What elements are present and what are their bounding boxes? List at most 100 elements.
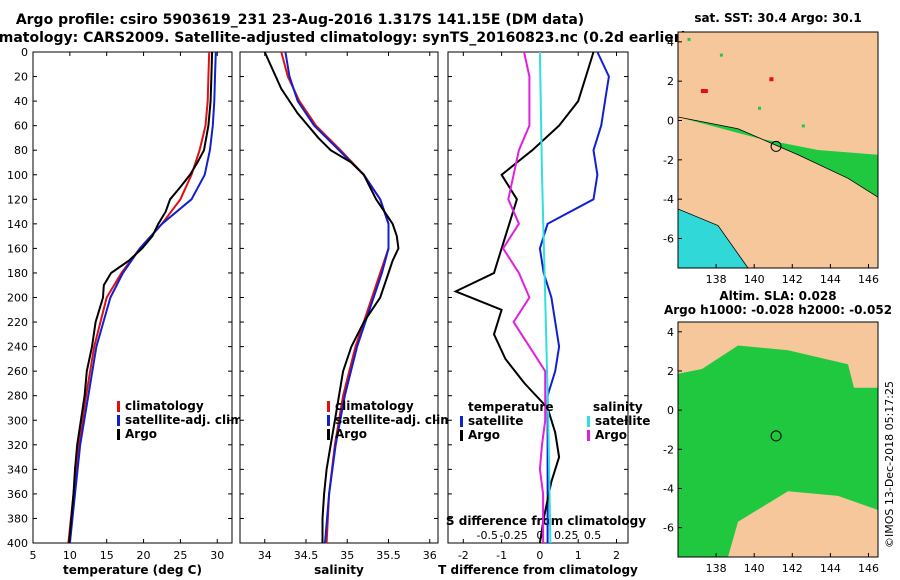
salinity-panel: 34 34.5 35 35.5 36 salinity climatologysatelli… bbox=[239, 51, 457, 577]
y-tick-label: 240 bbox=[7, 341, 28, 354]
x-tick-label: 138 bbox=[706, 562, 727, 575]
x-tick-label: 10 bbox=[63, 549, 77, 562]
legend-label: satellite bbox=[468, 414, 523, 428]
y-tick-label: 340 bbox=[7, 463, 28, 476]
series-line-temperature-satellite bbox=[538, 51, 610, 543]
land-south bbox=[728, 491, 878, 557]
x-tick-label: 0 bbox=[536, 549, 543, 562]
y-tick-label: 0 bbox=[21, 46, 28, 59]
x-tick-label: 146 bbox=[858, 562, 879, 575]
difference-panel: -2 -1 0 1 2T difference from climatology -0.5… bbox=[438, 51, 650, 577]
y-tick-label: 380 bbox=[7, 512, 28, 525]
plot-frame bbox=[32, 51, 233, 544]
top-x-tick-label: -0.5 bbox=[477, 529, 498, 542]
y-tick-label: 80 bbox=[14, 144, 28, 157]
x-tick-label: 25 bbox=[173, 549, 187, 562]
y-tick-label: 2 bbox=[667, 365, 674, 378]
x-tick-label: 15 bbox=[100, 549, 114, 562]
x-tick-label: 34 bbox=[258, 549, 272, 562]
temperature-panel: 0 20 40 60 80 100 120 140 160 180 200 220 240 260 280 3… bbox=[7, 46, 247, 577]
legend-swatch bbox=[117, 415, 120, 426]
series-line-temperature-argo bbox=[453, 51, 595, 544]
credit-text: ©IMOS 13-Dec-2018 05:17:25 bbox=[883, 381, 896, 548]
x-tick-label: 146 bbox=[858, 273, 879, 286]
top-x-tick-label: 0.5 bbox=[584, 529, 602, 542]
land-north bbox=[678, 322, 878, 388]
map-body bbox=[678, 32, 878, 268]
top-x-tick-label: 0 bbox=[536, 529, 543, 542]
legend-label: Argo bbox=[595, 428, 627, 442]
argo-location-marker bbox=[770, 430, 782, 442]
y-tick-label: 60 bbox=[14, 120, 28, 133]
y-tick-label: 320 bbox=[7, 439, 28, 452]
x-tick-label: 20 bbox=[137, 549, 151, 562]
x-tick-label: 5 bbox=[30, 549, 37, 562]
map-title: Altim. SLA: 0.028 bbox=[719, 289, 836, 303]
x-tick-label: 34.5 bbox=[294, 549, 319, 562]
series-line-salinity-argo bbox=[501, 51, 547, 543]
top-axis-label: S difference from climatology bbox=[446, 514, 646, 528]
y-tick-label: -4 bbox=[663, 193, 674, 206]
x-tick-label: 144 bbox=[820, 273, 841, 286]
x-tick-label: 36 bbox=[423, 549, 437, 562]
map-title: sat. SST: 30.4 Argo: 30.1 bbox=[694, 11, 861, 25]
legend-swatch bbox=[460, 416, 463, 427]
legend-label: satellite bbox=[595, 414, 650, 428]
legend-swatch bbox=[327, 401, 330, 412]
coastline bbox=[678, 116, 878, 198]
y-tick-label: 40 bbox=[14, 95, 28, 108]
map-subtitle: Argo h1000: -0.028 h2000: -0.052 bbox=[664, 303, 892, 317]
legend-label: climatology bbox=[335, 399, 414, 413]
y-tick-label: 360 bbox=[7, 488, 28, 501]
y-tick-label: 280 bbox=[7, 390, 28, 403]
legend-label: satellite-adj. clim. bbox=[335, 413, 457, 427]
map-body bbox=[678, 322, 878, 557]
y-tick-label: -4 bbox=[663, 482, 674, 495]
x-tick-label: 140 bbox=[744, 562, 765, 575]
series-line-argo bbox=[263, 51, 400, 543]
x-tick-label: 35.5 bbox=[376, 549, 401, 562]
top-x-tick-label: -0.25 bbox=[499, 529, 527, 542]
cool-water-region bbox=[678, 209, 748, 268]
y-tick-label: 120 bbox=[7, 193, 28, 206]
y-tick-label: 260 bbox=[7, 365, 28, 378]
y-tick-label: 220 bbox=[7, 316, 28, 329]
legend-swatch bbox=[327, 415, 330, 426]
x-axis-label: T difference from climatology bbox=[438, 563, 638, 577]
top-x-tick-label: 0.25 bbox=[554, 529, 579, 542]
y-tick-label: 0 bbox=[667, 404, 674, 417]
y-tick-label: -2 bbox=[663, 443, 674, 456]
x-tick-label: 2 bbox=[613, 549, 620, 562]
y-tick-label: 300 bbox=[7, 414, 28, 427]
y-tick-label: 140 bbox=[7, 218, 28, 231]
ocean-coastal-strip bbox=[678, 116, 878, 198]
y-tick-label: 180 bbox=[7, 267, 28, 280]
legend-swatch bbox=[117, 429, 120, 440]
sst-pixel bbox=[687, 37, 691, 41]
x-axis-label: salinity bbox=[314, 563, 364, 577]
argo-location-marker bbox=[770, 140, 782, 152]
legend-label: satellite-adj. clim. bbox=[125, 413, 247, 427]
legend-label: Argo bbox=[468, 428, 500, 442]
x-tick-label: 138 bbox=[706, 273, 727, 286]
figure-title-line1: Argo profile: csiro 5903619_231 23-Aug-2… bbox=[16, 12, 584, 28]
plot-frame bbox=[239, 51, 439, 544]
x-tick-label: 142 bbox=[782, 562, 803, 575]
series-line-satellite-adj-clim- bbox=[284, 51, 390, 544]
x-tick-label: 144 bbox=[820, 562, 841, 575]
figure-title-line2: Climatology: CARS2009. Satellite-adjuste… bbox=[0, 30, 687, 46]
x-tick-label: 1 bbox=[575, 549, 582, 562]
x-tick-label: 30 bbox=[210, 549, 224, 562]
x-tick-label: 140 bbox=[744, 273, 765, 286]
x-tick-label: -2 bbox=[458, 549, 469, 562]
sst-pixel bbox=[801, 124, 805, 128]
y-tick-label: -6 bbox=[663, 233, 674, 246]
warm-pixel bbox=[700, 89, 708, 94]
map-frame bbox=[677, 321, 879, 558]
x-tick-label: 142 bbox=[782, 273, 803, 286]
legend-label: climatology bbox=[125, 399, 204, 413]
sst-map-panel: 138 140 142 144 146 4 2 0 -2 -4 -6 sat. SST: 30.4 A… bbox=[663, 11, 879, 286]
series-line-salinity-satellite bbox=[538, 51, 552, 544]
y-tick-label: -2 bbox=[663, 154, 674, 167]
